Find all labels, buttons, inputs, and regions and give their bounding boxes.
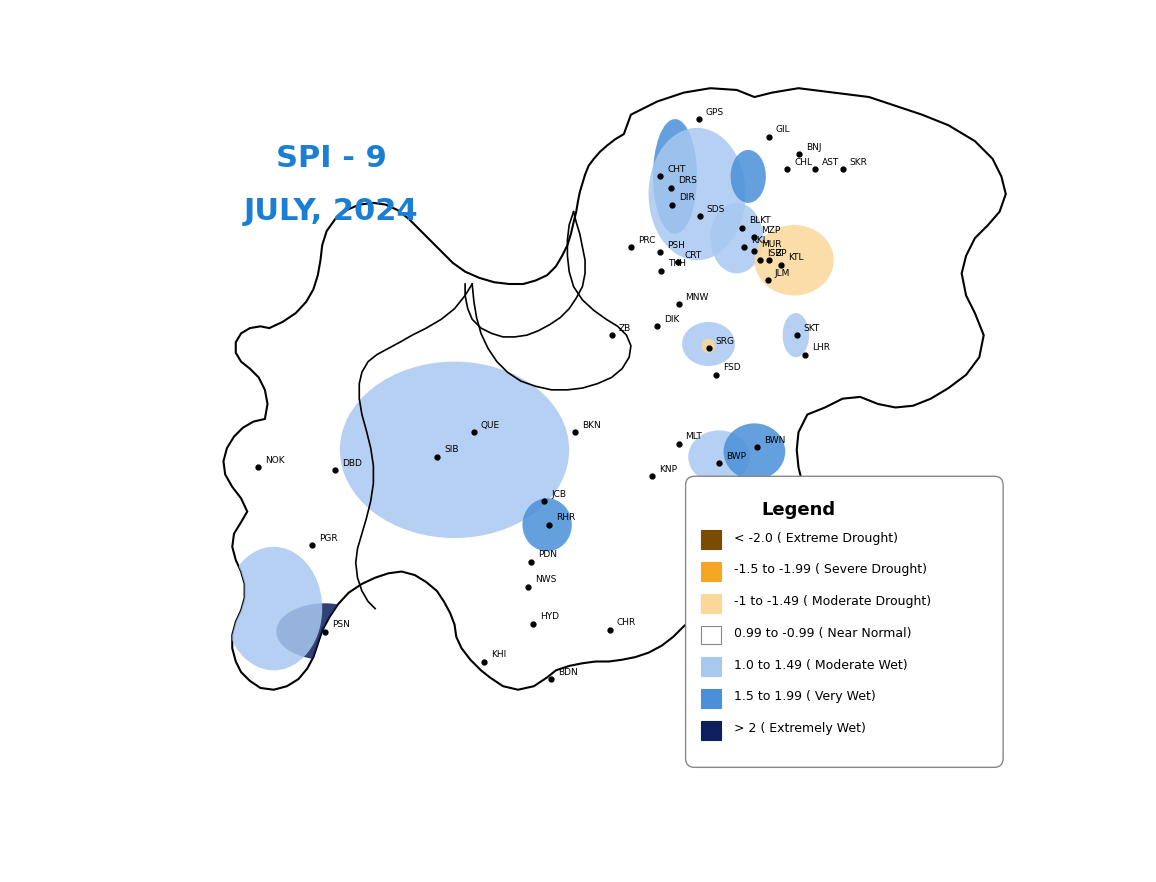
Text: MUR: MUR [762,240,781,249]
Text: FSD: FSD [722,363,740,372]
Text: DIR: DIR [680,193,695,202]
Text: MNW: MNW [686,293,709,302]
Ellipse shape [653,119,697,234]
Text: PDN: PDN [539,550,557,559]
Text: 1.5 to 1.99 ( Very Wet): 1.5 to 1.99 ( Very Wet) [734,691,876,703]
Text: 1.0 to 1.49 ( Moderate Wet): 1.0 to 1.49 ( Moderate Wet) [734,659,907,671]
Text: -1.5 to -1.99 ( Severe Drought): -1.5 to -1.99 ( Severe Drought) [734,564,927,576]
Text: QUE: QUE [481,421,501,430]
Text: BLKT: BLKT [749,216,771,225]
Text: SDS: SDS [706,205,725,213]
Text: AST: AST [822,158,839,167]
FancyBboxPatch shape [702,625,721,644]
Text: MLT: MLT [686,432,703,441]
Ellipse shape [783,313,809,357]
Text: PRC: PRC [638,235,655,244]
Text: DBD: DBD [342,459,362,467]
Ellipse shape [682,322,735,366]
Text: 0.99 to -0.99 ( Near Normal): 0.99 to -0.99 ( Near Normal) [734,627,912,639]
Text: GIL: GIL [776,125,791,134]
FancyBboxPatch shape [702,689,721,707]
Text: ISB: ISB [766,249,781,258]
Polygon shape [223,88,1006,690]
Text: BDN: BDN [557,668,578,676]
Text: DRS: DRS [679,176,697,185]
Text: CHL: CHL [794,158,812,167]
FancyBboxPatch shape [702,594,721,612]
Text: RHR: RHR [556,513,576,522]
Ellipse shape [649,128,746,260]
Text: DIK: DIK [665,315,680,324]
Text: TKH: TKH [668,259,686,268]
FancyBboxPatch shape [702,721,721,739]
Text: BWP: BWP [726,452,746,460]
Text: NWS: NWS [535,575,556,584]
Text: SKR: SKR [850,158,867,167]
Text: KTL: KTL [788,253,803,262]
Text: JCB: JCB [551,490,566,498]
Text: BWN: BWN [764,436,785,445]
FancyBboxPatch shape [686,476,1003,767]
FancyBboxPatch shape [702,562,721,580]
Text: CRT: CRT [684,250,702,259]
Text: ZP: ZP [776,249,787,258]
Text: SKT: SKT [803,324,820,333]
Ellipse shape [702,339,716,353]
Text: ZB: ZB [618,324,631,333]
Text: CHT: CHT [667,165,686,174]
Text: SPI - 9: SPI - 9 [275,145,386,173]
Text: MZP: MZP [762,226,780,235]
FancyBboxPatch shape [702,530,721,549]
Ellipse shape [340,362,569,538]
Text: SIB: SIB [444,445,459,454]
Ellipse shape [724,423,785,480]
Text: KKL: KKL [751,235,768,244]
Text: PGR: PGR [319,534,338,542]
Ellipse shape [276,603,373,660]
Text: GPS: GPS [706,108,724,116]
Text: NOK: NOK [265,456,284,465]
Ellipse shape [755,225,833,295]
Text: CHR: CHR [617,618,636,627]
Text: PSN: PSN [332,620,350,629]
Text: KNP: KNP [659,465,677,474]
Text: -1 to -1.49 ( Moderate Drought): -1 to -1.49 ( Moderate Drought) [734,595,932,608]
Ellipse shape [523,498,572,551]
Text: HYD: HYD [540,612,560,621]
Ellipse shape [225,547,323,670]
Text: Legend: Legend [762,501,836,519]
Text: KHI: KHI [490,650,506,659]
FancyBboxPatch shape [702,657,721,676]
Ellipse shape [688,430,750,483]
Ellipse shape [731,150,766,203]
Text: PSH: PSH [667,241,686,250]
Text: JULY, 2024: JULY, 2024 [244,198,418,226]
Text: BNJ: BNJ [807,143,822,152]
Text: < -2.0 ( Extreme Drought): < -2.0 ( Extreme Drought) [734,532,898,544]
Text: SRG: SRG [716,337,734,346]
Text: BKN: BKN [583,421,601,430]
Ellipse shape [710,203,763,273]
Text: LHR: LHR [812,343,830,352]
Text: > 2 ( Extremely Wet): > 2 ( Extremely Wet) [734,722,866,735]
Text: JLM: JLM [775,269,790,278]
